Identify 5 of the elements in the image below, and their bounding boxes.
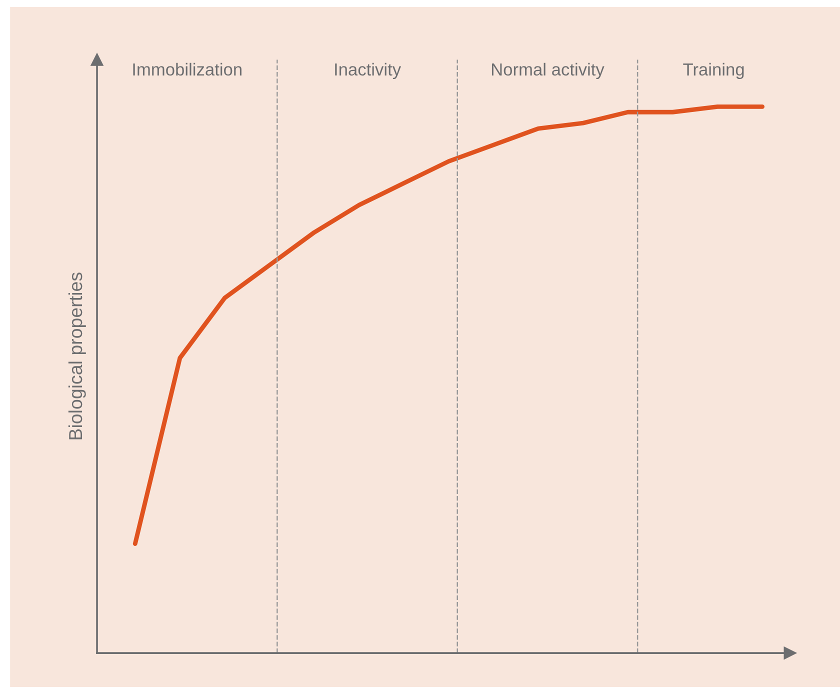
text: Normal activity xyxy=(492,62,604,80)
y-axis-title: Biological properties xyxy=(68,272,86,440)
text: Inactivity xyxy=(335,62,402,80)
text: Immobilization xyxy=(133,62,242,76)
text: Training xyxy=(683,62,744,80)
